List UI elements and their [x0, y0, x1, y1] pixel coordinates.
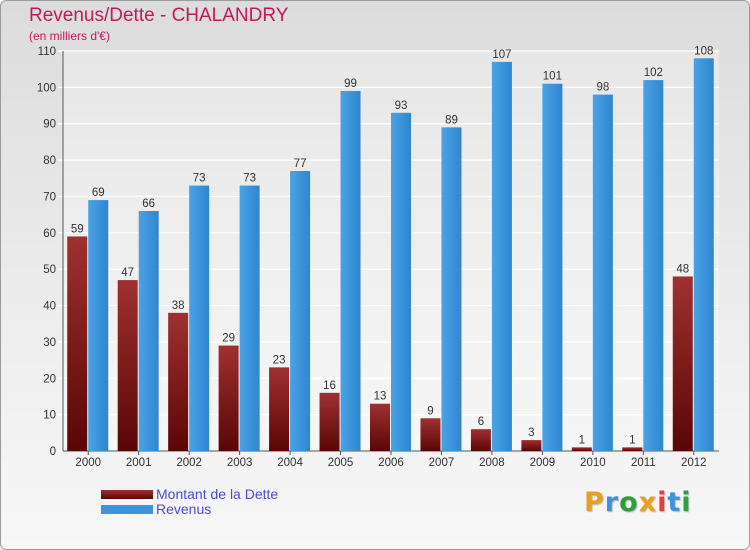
bar-debt — [269, 367, 290, 451]
y-tick-label: 0 — [50, 446, 56, 458]
x-tick-label: 2007 — [429, 457, 455, 469]
bar-debt — [521, 440, 542, 451]
chart-title: Revenus/Dette - CHALANDRY — [29, 5, 289, 26]
bar-revenue — [340, 91, 361, 451]
bar-debt — [370, 403, 390, 451]
bar-revenue — [88, 200, 109, 451]
bar-debt — [218, 345, 239, 451]
data-label-revenue: 73 — [193, 173, 206, 185]
data-label-revenue: 101 — [543, 71, 562, 83]
y-tick-label: 40 — [43, 301, 56, 313]
data-label-revenue: 107 — [492, 49, 511, 61]
logo-letter: r — [604, 487, 620, 518]
x-tick-label: 2009 — [530, 457, 556, 469]
chart-subtitle: (en milliers d'€) — [29, 29, 110, 43]
bar-debt — [67, 236, 88, 451]
bar-debt — [571, 447, 592, 451]
bar-revenue — [693, 58, 714, 451]
legend-label-revenue: Revenus — [156, 501, 212, 517]
y-tick-label: 30 — [43, 337, 56, 349]
data-label-revenue: 93 — [395, 100, 408, 112]
bar-revenue — [290, 171, 311, 451]
bar-revenue — [391, 112, 411, 452]
x-tick-label: 2002 — [176, 457, 202, 469]
data-label-debt: 59 — [71, 223, 84, 235]
x-tick-label: 2012 — [681, 457, 707, 469]
bar-revenue — [239, 185, 260, 451]
data-label-revenue: 89 — [445, 114, 458, 126]
legend-label-debt: Montant de la Dette — [156, 486, 279, 502]
logo-letter: i — [657, 487, 668, 518]
data-label-debt: 6 — [478, 416, 484, 428]
data-label-revenue: 98 — [596, 82, 609, 94]
data-label-debt: 13 — [374, 391, 387, 403]
data-label-revenue: 102 — [644, 67, 663, 79]
bar-revenue — [189, 185, 210, 451]
x-tick-label: 2010 — [580, 457, 606, 469]
bar-debt — [319, 392, 340, 451]
bar-debt — [420, 418, 441, 451]
x-tick-label: 2008 — [479, 457, 505, 469]
data-label-debt: 9 — [427, 405, 433, 417]
y-tick-label: 90 — [43, 119, 56, 131]
data-label-debt: 48 — [676, 263, 689, 275]
data-label-debt: 16 — [323, 380, 336, 392]
y-tick-label: 80 — [43, 155, 56, 167]
data-label-revenue: 77 — [294, 158, 307, 170]
data-label-revenue: 66 — [142, 198, 155, 210]
data-label-revenue: 73 — [243, 173, 256, 185]
bar-revenue — [542, 83, 563, 452]
logo-letter: x — [638, 487, 658, 518]
bar-revenue — [441, 127, 462, 451]
y-tick-label: 100 — [37, 82, 56, 94]
logo-letter: P — [584, 487, 605, 518]
bar-debt — [622, 447, 643, 451]
x-tick-label: 2011 — [631, 457, 656, 469]
y-tick-label: 60 — [43, 228, 56, 240]
bar-debt — [117, 280, 138, 451]
data-label-debt: 1 — [579, 434, 585, 446]
legend-swatch-revenue — [101, 505, 153, 514]
logo-letter: o — [619, 487, 639, 518]
bar-debt — [672, 276, 693, 451]
x-tick-label: 2003 — [227, 457, 253, 469]
y-tick-label: 110 — [38, 46, 56, 58]
x-tick-label: 2006 — [378, 457, 404, 469]
data-label-debt: 29 — [222, 333, 235, 345]
bar-debt — [470, 429, 491, 451]
proxiti-logo[interactable]: Proxiti — [584, 487, 692, 518]
data-label-debt: 3 — [528, 427, 534, 439]
data-label-revenue: 108 — [694, 45, 713, 57]
data-label-debt: 23 — [273, 354, 286, 366]
y-tick-label: 70 — [43, 191, 56, 203]
bar-revenue — [491, 61, 512, 452]
y-tick-label: 20 — [43, 373, 56, 385]
y-tick-label: 50 — [43, 264, 56, 276]
bar-debt — [168, 312, 189, 451]
x-tick-label: 2005 — [328, 457, 354, 469]
bar-revenue — [138, 211, 159, 451]
data-label-revenue: 69 — [92, 187, 105, 199]
bar-revenue — [592, 94, 613, 452]
x-tick-label: 2001 — [126, 457, 152, 469]
bar-revenue — [643, 80, 664, 451]
data-label-debt: 1 — [629, 434, 635, 446]
data-label-debt: 47 — [121, 267, 134, 279]
legend-swatch-debt — [101, 490, 153, 499]
x-tick-label: 2004 — [277, 457, 303, 469]
logo-letter: t — [667, 487, 682, 518]
y-tick-label: 10 — [43, 410, 56, 422]
logo-letter: i — [681, 487, 692, 518]
x-tick-label: 2000 — [75, 457, 101, 469]
data-label-debt: 38 — [172, 300, 185, 312]
data-label-revenue: 99 — [344, 78, 357, 90]
